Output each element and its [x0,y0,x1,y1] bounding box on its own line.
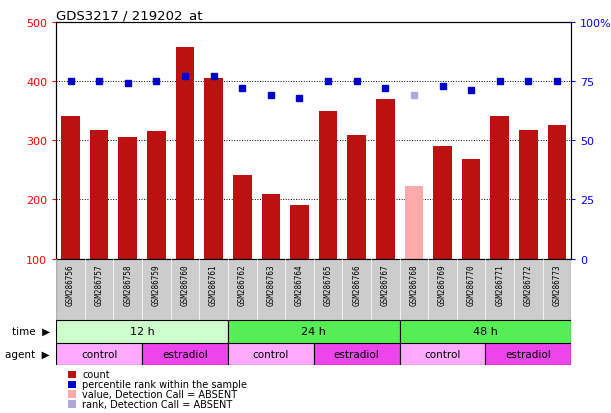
Bar [285,259,314,320]
Bar [514,259,543,320]
Bar [404,187,423,259]
Bar [428,259,457,320]
Text: GSM286763: GSM286763 [266,264,276,305]
Text: control: control [424,349,461,359]
Bar [348,136,366,259]
Bar [56,343,142,366]
Text: GSM286758: GSM286758 [123,264,132,305]
Bar [371,259,400,320]
Bar [400,320,571,343]
Bar [433,146,452,259]
Bar [319,112,337,259]
Text: 24 h: 24 h [301,326,326,337]
Text: GSM286764: GSM286764 [295,264,304,305]
Bar [56,259,85,320]
Bar [142,259,170,320]
Bar [543,259,571,320]
Bar [228,343,313,366]
Bar [114,259,142,320]
Text: GSM286770: GSM286770 [467,264,475,305]
Text: GSM286768: GSM286768 [409,264,419,305]
Bar [462,160,480,259]
Text: count: count [82,370,110,380]
Text: control: control [252,349,289,359]
Text: GSM286757: GSM286757 [95,264,104,305]
Bar [85,259,114,320]
Text: rank, Detection Call = ABSENT: rank, Detection Call = ABSENT [82,399,233,409]
Text: 12 h: 12 h [130,326,155,337]
Text: estradiol: estradiol [162,349,208,359]
Bar [262,195,280,259]
Text: GSM286756: GSM286756 [66,264,75,305]
Text: GSM286765: GSM286765 [324,264,332,305]
Bar [547,126,566,259]
Text: GSM286762: GSM286762 [238,264,247,305]
Text: estradiol: estradiol [334,349,379,359]
Text: GSM286760: GSM286760 [180,264,189,305]
Text: percentile rank within the sample: percentile rank within the sample [82,380,247,389]
Text: estradiol: estradiol [505,349,551,359]
Bar [314,343,400,366]
Bar [342,259,371,320]
Bar [233,175,252,259]
Bar [290,206,309,259]
Bar [457,259,485,320]
Bar [519,130,538,259]
Bar [485,343,571,366]
Text: GSM286769: GSM286769 [438,264,447,305]
Bar [90,130,108,259]
Bar [61,117,80,259]
Bar [314,259,342,320]
Bar [147,131,166,259]
Text: control: control [81,349,117,359]
Bar [228,259,257,320]
Bar [485,259,514,320]
Bar [119,138,137,259]
Bar [199,259,228,320]
Bar [204,79,223,259]
Text: GSM286766: GSM286766 [352,264,361,305]
Text: GSM286772: GSM286772 [524,264,533,305]
Text: GSM286773: GSM286773 [552,264,562,305]
Bar [400,343,485,366]
Text: GSM286759: GSM286759 [152,264,161,305]
Bar [142,343,228,366]
Bar [56,320,228,343]
Bar [228,320,400,343]
Text: 48 h: 48 h [473,326,498,337]
Bar [257,259,285,320]
Text: agent  ▶: agent ▶ [5,349,50,359]
Bar [491,117,509,259]
Text: GDS3217 / 219202_at: GDS3217 / 219202_at [56,9,203,22]
Text: GSM286761: GSM286761 [209,264,218,305]
Bar [376,100,395,259]
Bar [400,259,428,320]
Text: GSM286771: GSM286771 [496,264,504,305]
Bar [170,259,199,320]
Text: GSM286767: GSM286767 [381,264,390,305]
Bar [176,48,194,259]
Text: value, Detection Call = ABSENT: value, Detection Call = ABSENT [82,389,237,399]
Text: time  ▶: time ▶ [12,326,50,337]
